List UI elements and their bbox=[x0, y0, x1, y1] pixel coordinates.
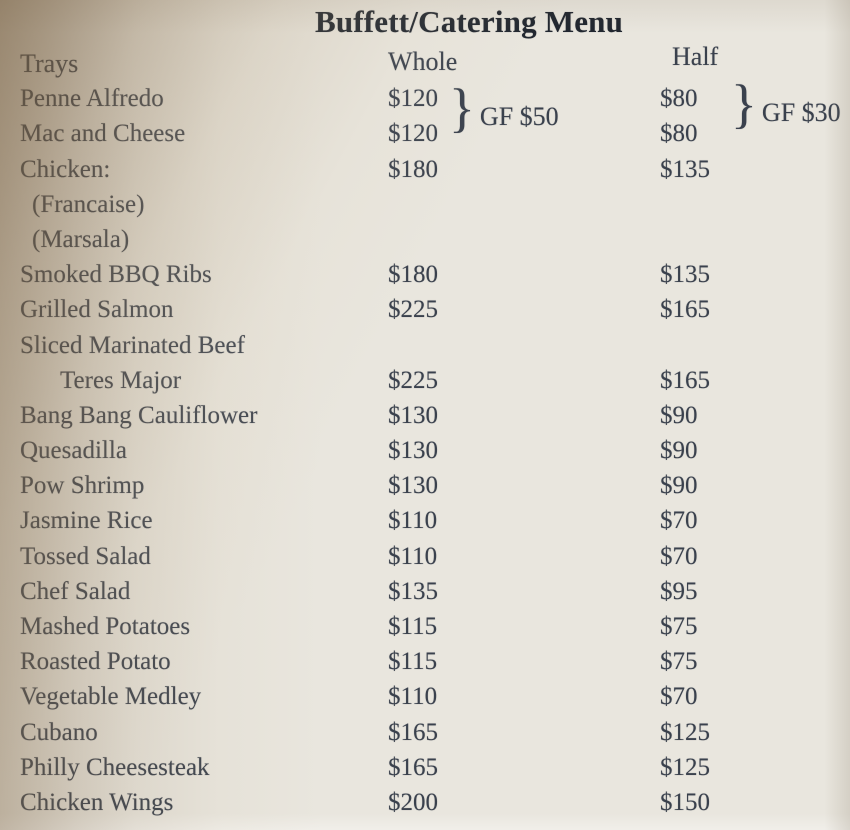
item-name: Chef Salad bbox=[20, 577, 131, 605]
menu-row: Roasted Potato $115 $75 bbox=[0, 644, 850, 679]
item-price-whole: $165 bbox=[388, 753, 438, 781]
menu-rows: Penne Alfredo $120 $80 Mac and Cheese $1… bbox=[0, 81, 850, 820]
item-price-whole: $130 bbox=[388, 437, 438, 465]
item-price-half: $75 bbox=[660, 648, 698, 676]
item-name: Bang Bang Cauliflower bbox=[20, 401, 258, 429]
item-price-half bbox=[660, 328, 850, 363]
item-price-whole: $165 bbox=[388, 718, 438, 746]
item-price-half: $90 bbox=[660, 437, 698, 465]
item-price-whole: $110 bbox=[388, 683, 438, 711]
brace-glyph: } bbox=[449, 78, 475, 138]
item-price-half: $70 bbox=[660, 683, 698, 711]
menu-row: Mashed Potatoes $115 $75 bbox=[0, 609, 850, 644]
item-price-half: $90 bbox=[660, 401, 698, 429]
item-name: Tossed Salad bbox=[20, 542, 151, 570]
column-header-trays: Trays bbox=[20, 49, 79, 78]
item-name: Sliced Marinated Beef bbox=[20, 331, 245, 359]
item-name: Mac and Cheese bbox=[20, 120, 186, 148]
item-name: Grilled Salmon bbox=[20, 296, 174, 324]
item-price-half: $135 bbox=[660, 155, 710, 183]
item-price-whole: $180 bbox=[388, 155, 438, 183]
column-header-whole: Whole bbox=[388, 47, 458, 76]
item-name: Penne Alfredo bbox=[20, 85, 164, 113]
item-name: (Marsala) bbox=[32, 225, 130, 253]
item-price-whole: $200 bbox=[388, 788, 438, 816]
item-price-whole bbox=[388, 187, 660, 222]
table-header-row: Trays Whole Half bbox=[0, 42, 850, 81]
item-price-whole: $115 bbox=[388, 648, 438, 676]
item-name: Chicken Wings bbox=[20, 788, 174, 816]
item-price-half: $125 bbox=[660, 753, 710, 781]
item-name: Philly Cheesesteak bbox=[20, 753, 210, 781]
item-name: Teres Major bbox=[60, 366, 182, 394]
item-price-whole: $135 bbox=[388, 577, 438, 605]
menu-row: Jasmine Rice $110 $70 bbox=[0, 503, 850, 538]
item-price-whole: $115 bbox=[388, 613, 438, 640]
menu-row: Mac and Cheese $120 $80 bbox=[0, 116, 850, 151]
menu-row: Grilled Salmon $225 $165 bbox=[0, 292, 850, 327]
item-price-half: $70 bbox=[660, 507, 698, 535]
item-price-half: $75 bbox=[660, 613, 698, 640]
menu-row: Teres Major $225 $165 bbox=[0, 363, 850, 398]
item-price-half: $135 bbox=[660, 261, 710, 289]
item-price-whole: $130 bbox=[388, 472, 438, 500]
item-name: Mashed Potatoes bbox=[20, 613, 191, 640]
column-header-half: Half bbox=[672, 42, 719, 71]
menu-row: Chef Salad $135 $95 bbox=[0, 574, 850, 609]
menu-row: Tossed Salad $110 $70 bbox=[0, 539, 850, 574]
menu-title: Buffett/Catering Menu bbox=[314, 4, 624, 39]
menu-row: Bang Bang Cauliflower $130 $90 bbox=[0, 398, 850, 433]
menu-row: Philly Cheesesteak $165 $125 bbox=[0, 750, 850, 785]
menu-row: Cubano $165 $125 bbox=[0, 715, 850, 750]
item-price-whole bbox=[388, 222, 660, 257]
item-name: Chicken: bbox=[20, 155, 111, 183]
item-price-half: $125 bbox=[660, 718, 710, 746]
item-price-whole bbox=[388, 328, 660, 363]
item-price-half bbox=[660, 222, 850, 257]
menu-row: Quesadilla $130 $90 bbox=[0, 433, 850, 468]
menu-row: Chicken Wings $200 $150 bbox=[0, 785, 850, 820]
item-name: Vegetable Medley bbox=[20, 683, 202, 711]
item-price-half: $150 bbox=[660, 788, 710, 816]
menu-row: Smoked BBQ Ribs $180 $135 bbox=[0, 257, 850, 292]
item-price-whole: $225 bbox=[388, 366, 438, 394]
menu-row: Vegetable Medley $110 $70 bbox=[0, 679, 850, 714]
gf-note-whole: } GF $50 bbox=[449, 80, 559, 136]
menu-row: Sliced Marinated Beef bbox=[0, 328, 850, 363]
item-price-half: $90 bbox=[660, 472, 698, 500]
item-name: Smoked BBQ Ribs bbox=[20, 261, 212, 289]
menu-row: Pow Shrimp $130 $90 bbox=[0, 468, 850, 503]
gf-price-label: GF $30 bbox=[761, 98, 841, 127]
item-price-half: $165 bbox=[660, 296, 710, 324]
item-price-half: $95 bbox=[660, 577, 698, 605]
menu-table: Trays Whole Half Penne Alfredo $120 $80 … bbox=[0, 42, 850, 820]
item-name: Pow Shrimp bbox=[20, 472, 145, 500]
item-price-half bbox=[660, 187, 850, 222]
item-price-whole: $180 bbox=[388, 261, 438, 289]
menu-row: (Francaise) bbox=[0, 187, 850, 222]
item-name: Quesadilla bbox=[20, 437, 127, 465]
item-price-whole: $110 bbox=[388, 507, 438, 535]
menu-row: Chicken: $180 $135 bbox=[0, 152, 850, 187]
item-price-whole: $225 bbox=[388, 296, 438, 324]
gf-note-half: } GF $30 bbox=[731, 76, 841, 132]
menu-row: (Marsala) bbox=[0, 222, 850, 257]
item-name: Jasmine Rice bbox=[20, 507, 153, 535]
item-name: Cubano bbox=[20, 718, 98, 746]
item-price-half: $70 bbox=[660, 542, 698, 570]
item-price-half: $165 bbox=[660, 366, 710, 394]
item-price-whole: $110 bbox=[388, 542, 438, 570]
item-name: Roasted Potato bbox=[20, 648, 171, 676]
menu-row: Penne Alfredo $120 $80 bbox=[0, 81, 850, 116]
item-price-whole: $130 bbox=[388, 401, 438, 429]
brace-glyph: } bbox=[731, 74, 757, 134]
item-name: (Francaise) bbox=[32, 190, 145, 218]
gf-price-label: GF $50 bbox=[479, 102, 559, 131]
